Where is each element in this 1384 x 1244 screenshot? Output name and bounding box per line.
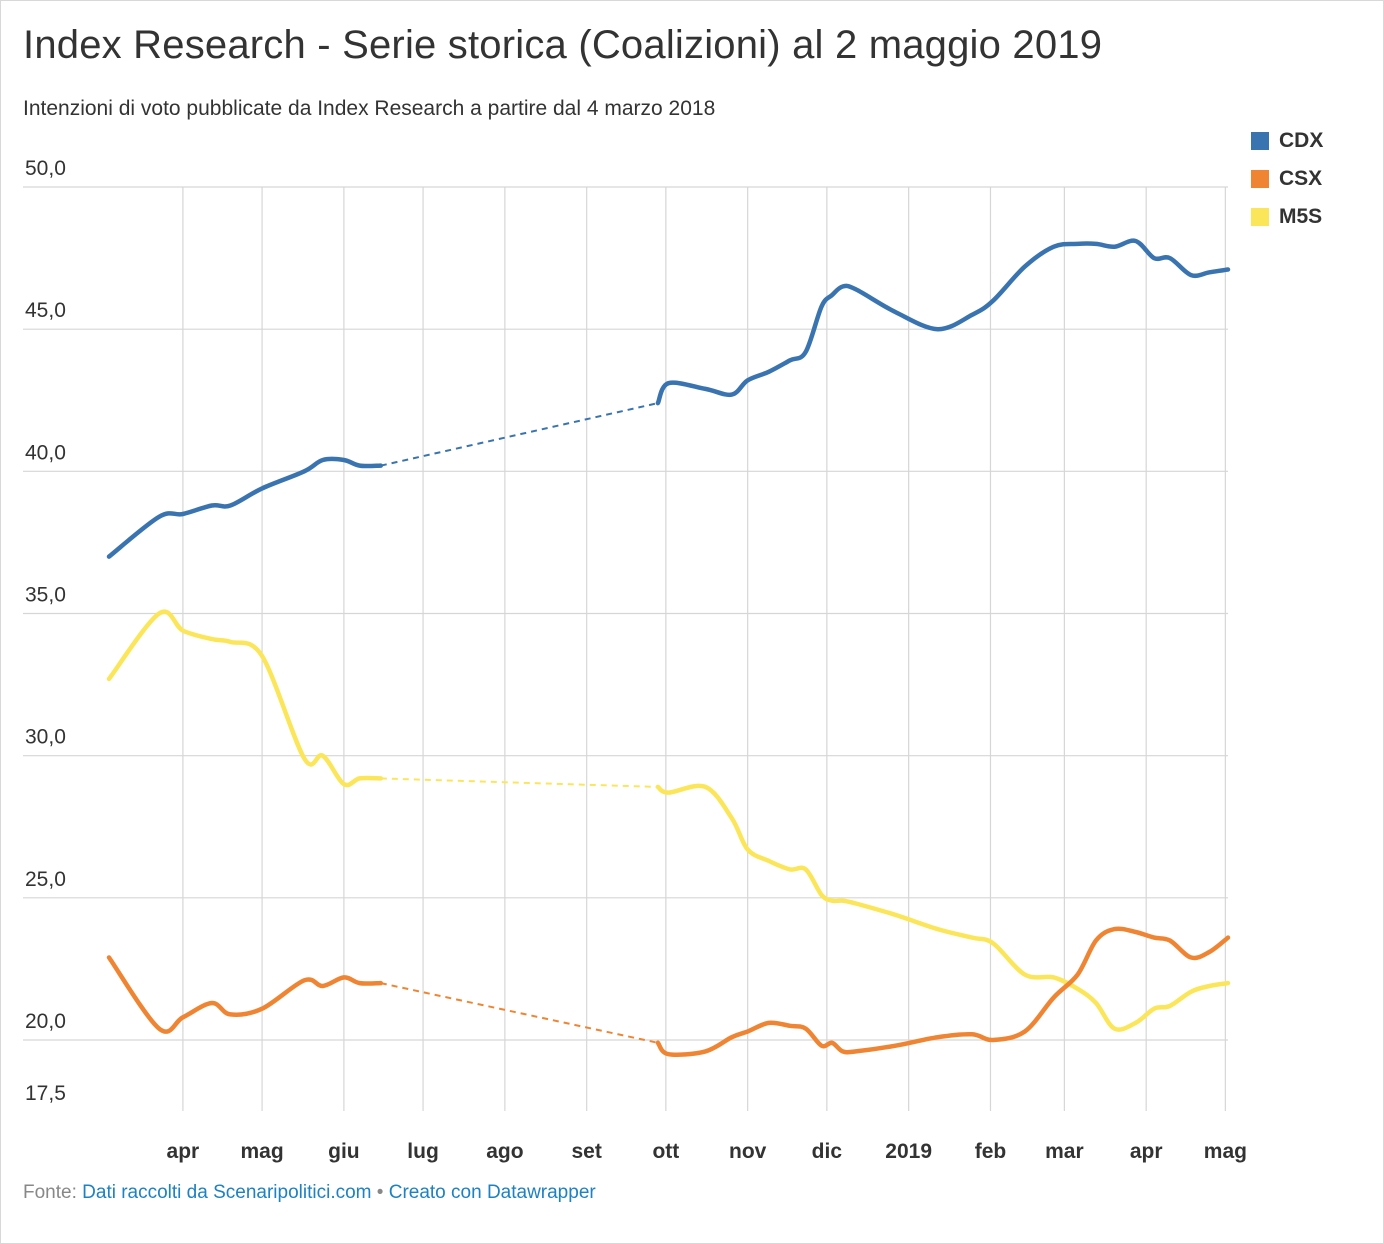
series-line-csx-late <box>655 926 1231 1057</box>
legend-label-csx: CSX <box>1279 167 1323 190</box>
x-tick-label: 2019 <box>885 1140 932 1163</box>
series-line-m5s-early <box>106 609 384 788</box>
y-tick-label: 40,0 <box>25 441 66 464</box>
legend-item-cdx[interactable]: CDX <box>1251 129 1323 153</box>
y-tick-label: 20,0 <box>25 1010 66 1033</box>
legend-label-m5s: M5S <box>1279 205 1323 228</box>
y-axis-labels: 50,0 45,0 40,0 35,0 30,0 25,0 20,0 17,5 <box>25 157 66 1105</box>
series-layer <box>106 238 1231 1057</box>
x-tick-label: apr <box>167 1140 200 1163</box>
legend-swatch-cdx <box>1251 132 1269 150</box>
x-tick-label: mag <box>1204 1140 1247 1163</box>
series-line-m5s-late <box>655 783 1231 1032</box>
credit-link[interactable]: Creato con Datawrapper <box>388 1182 596 1203</box>
source-link[interactable]: Dati raccolti da Scenaripolitici.com <box>82 1182 372 1203</box>
legend-swatch-m5s <box>1251 208 1269 226</box>
legend-label-cdx: CDX <box>1279 129 1324 152</box>
y-tick-label: 35,0 <box>25 584 66 607</box>
x-axis-labels: apr mag giu lug ago set ott nov dic 2019 feb mar apr… <box>167 1140 1247 1163</box>
chart-subtitle: Intenzioni di voto pubblicate da Index R… <box>23 97 716 120</box>
footer-separator: • <box>376 1182 384 1203</box>
y-tick-label: 50,0 <box>25 157 66 180</box>
y-tick-label: 30,0 <box>25 726 66 749</box>
series-cdx <box>106 238 1231 559</box>
chart-footer: Fonte: Dati raccolti da Scenaripolitici.… <box>23 1182 596 1204</box>
series-line-cdx-early <box>106 456 384 559</box>
x-tick-label: mag <box>240 1140 283 1163</box>
series-gap-m5s <box>380 777 658 788</box>
x-tick-label: set <box>572 1140 602 1163</box>
y-tick-label: 45,0 <box>25 299 66 322</box>
series-m5s <box>106 609 1231 1032</box>
legend-item-m5s[interactable]: M5S <box>1251 205 1322 229</box>
x-tick-label: lug <box>407 1140 439 1163</box>
series-gap-cdx <box>380 402 659 467</box>
legend-item-csx[interactable]: CSX <box>1251 167 1322 191</box>
x-gridlines <box>182 187 1226 1111</box>
y-tick-label: 17,5 <box>25 1082 66 1105</box>
legend-swatch-csx <box>1251 170 1269 188</box>
y-tick-label: 25,0 <box>25 868 66 891</box>
series-line-csx-early <box>106 955 384 1034</box>
x-tick-label: ott <box>652 1140 679 1163</box>
chart-title: Index Research - Serie storica (Coalizio… <box>23 23 1103 67</box>
x-tick-label: apr <box>1130 1140 1163 1163</box>
source-prefix: Fonte: <box>23 1182 77 1203</box>
series-csx <box>106 926 1231 1057</box>
series-line-cdx-late <box>655 238 1231 406</box>
series-gap-csx <box>380 982 659 1044</box>
y-gridlines <box>23 186 1228 1041</box>
x-tick-label: mar <box>1045 1140 1084 1163</box>
x-tick-label: dic <box>812 1140 843 1163</box>
x-tick-label: nov <box>729 1140 767 1163</box>
x-tick-label: feb <box>975 1140 1007 1163</box>
x-tick-label: giu <box>328 1140 360 1163</box>
x-tick-label: ago <box>486 1140 523 1163</box>
